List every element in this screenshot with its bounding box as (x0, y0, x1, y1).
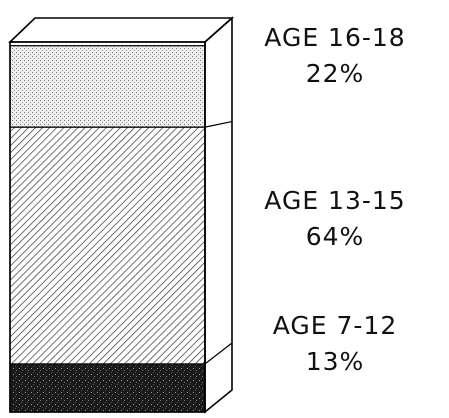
side-divider (204, 342, 233, 365)
side-divider (204, 120, 233, 128)
box-top (8, 17, 235, 43)
value-label: 13% (306, 347, 365, 376)
bar-segment (9, 126, 206, 365)
category-label: AGE 13-15 (264, 186, 405, 215)
category-label: AGE 7-12 (273, 311, 398, 340)
labels: AGE 7-12 13% AGE 13-15 64% AGE 16-18 22% (264, 23, 405, 376)
value-label: 22% (306, 59, 365, 88)
category-label: AGE 16-18 (264, 23, 405, 52)
box-front (9, 41, 206, 413)
bar-segment (9, 45, 206, 128)
value-label: 64% (306, 222, 365, 251)
stack (9, 45, 233, 413)
bar-segment (9, 363, 206, 413)
